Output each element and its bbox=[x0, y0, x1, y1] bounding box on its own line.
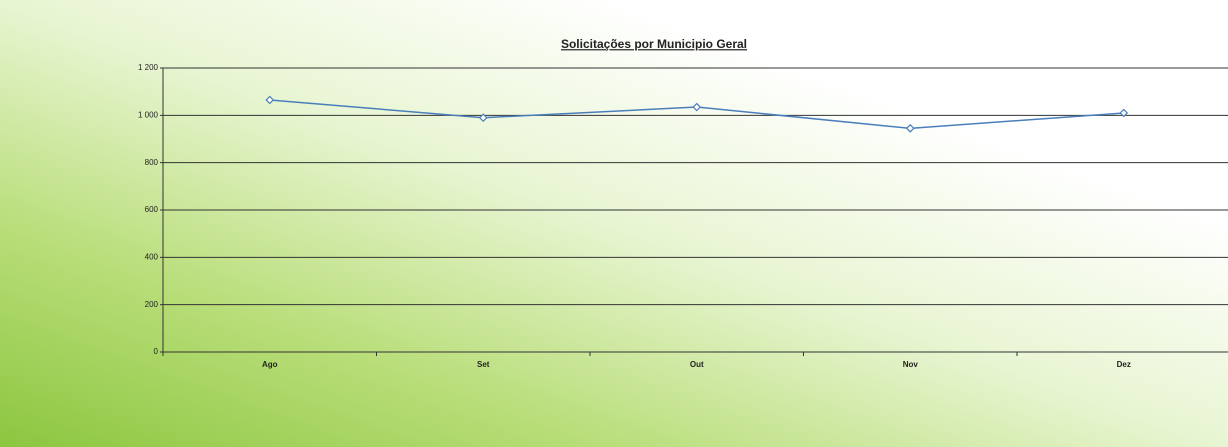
x-tick-label: Set bbox=[477, 360, 490, 369]
y-tick-label: 1 000 bbox=[138, 110, 159, 119]
x-tick-label: Dez bbox=[1117, 360, 1131, 369]
x-tick-label: Out bbox=[690, 360, 704, 369]
y-tick-label: 800 bbox=[145, 158, 159, 167]
y-tick-label: 1 200 bbox=[138, 63, 159, 72]
chart-title: Solicitações por Municipio Geral bbox=[561, 37, 747, 51]
marker bbox=[1119, 108, 1129, 118]
marker bbox=[478, 113, 488, 123]
marker bbox=[692, 102, 702, 112]
y-tick-label: 600 bbox=[145, 205, 159, 214]
y-tick-label: 0 bbox=[154, 347, 159, 356]
marker bbox=[905, 124, 915, 133]
x-tick-label: Ago bbox=[262, 360, 278, 369]
x-tick-label: Nov bbox=[903, 360, 919, 369]
y-tick-label: 200 bbox=[145, 300, 159, 309]
y-tick-label: 400 bbox=[145, 252, 159, 261]
marker bbox=[265, 95, 275, 105]
